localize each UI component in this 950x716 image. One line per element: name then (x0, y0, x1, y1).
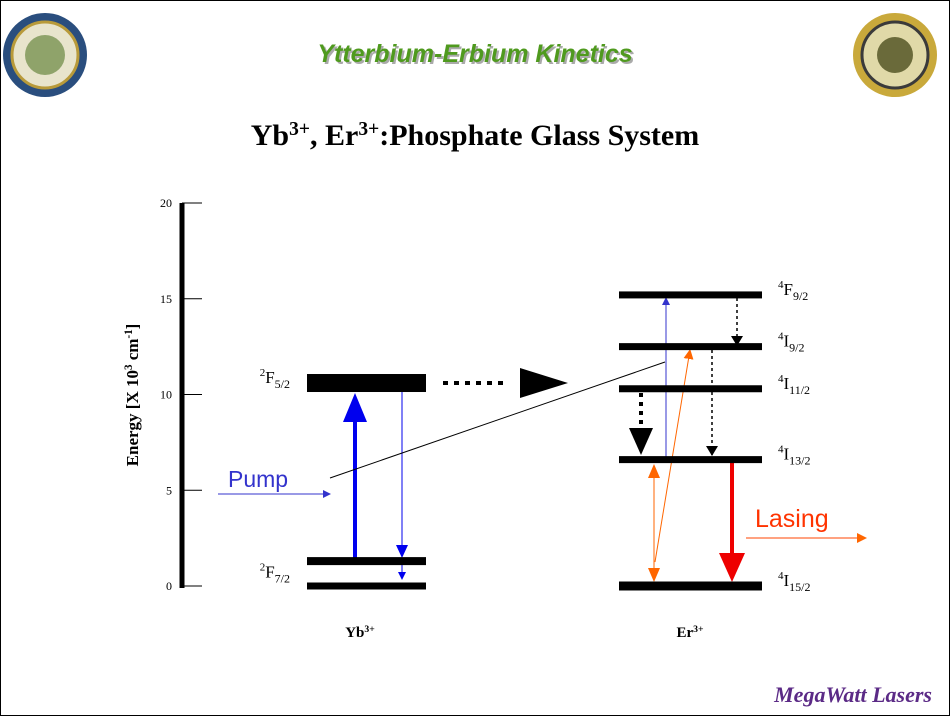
tick-label: 0 (166, 579, 172, 593)
level-symbol: I (784, 445, 790, 464)
energy-level (307, 582, 426, 590)
level-label: 4I15/2 (778, 570, 811, 594)
superscript: 4 (778, 570, 784, 582)
subscript: 7/2 (275, 572, 290, 586)
superscript: 4 (778, 279, 784, 291)
tick-label: 10 (160, 388, 172, 402)
level-symbol: I (784, 374, 790, 393)
superscript: 4 (778, 444, 784, 456)
level-label: 2F5/2 (260, 367, 290, 391)
level-label: 4I11/2 (778, 373, 810, 397)
energy-level (619, 581, 762, 591)
level-label: 4I9/2 (778, 331, 805, 355)
level-label: 4I13/2 (778, 444, 811, 468)
subscript: 5/2 (275, 377, 290, 391)
tick-label: 20 (160, 196, 172, 210)
superscript: 3+ (364, 624, 375, 635)
subtitle: Yb3+, Er3+:Phosphate Glass System (251, 119, 699, 153)
lasing-label: Lasing (755, 505, 829, 533)
text-run: Energy [X 10 (123, 370, 142, 466)
tick-label: 15 (160, 292, 172, 306)
superscript: -1 (123, 329, 135, 338)
ion-label: Yb3+ (345, 624, 375, 642)
logo-right (853, 13, 937, 97)
text-run: ] (123, 324, 142, 330)
tick-label: 5 (166, 483, 172, 497)
superscript: 4 (778, 331, 784, 343)
superscript: 3+ (693, 624, 704, 635)
text-run: :Phosphate Glass System (379, 119, 699, 152)
energy-level (619, 456, 762, 464)
superscript: 3 (123, 364, 135, 370)
energy-level (619, 291, 762, 299)
subscript: 15/2 (789, 580, 810, 594)
level-symbol: F (784, 280, 793, 299)
energy-level (619, 343, 762, 351)
text-run: Er (676, 625, 693, 641)
text-run: , Er (310, 119, 358, 152)
logo-left (3, 13, 87, 97)
ion-label: Er3+ (676, 624, 704, 642)
superscript: 3+ (358, 119, 379, 140)
subscript: 9/2 (789, 341, 804, 355)
superscript: 2 (260, 367, 266, 379)
footer: MegaWatt Lasers (773, 682, 932, 707)
subscript: 9/2 (793, 289, 808, 303)
superscript: 3+ (289, 119, 310, 140)
pump-label: Pump (228, 466, 288, 492)
level-label: 4F9/2 (778, 279, 808, 303)
superscript: 2 (260, 562, 266, 574)
level-symbol: F (265, 563, 274, 582)
energy-level (619, 385, 762, 393)
axis-label: Energy [X 103 cm-1] (123, 324, 142, 467)
level-symbol: I (784, 571, 790, 590)
subscript: 13/2 (789, 454, 810, 468)
subscript: 11/2 (789, 383, 810, 397)
energy-level (307, 557, 426, 566)
level-symbol: F (265, 368, 274, 387)
text-run: Yb (251, 119, 289, 152)
level-symbol: I (784, 332, 790, 351)
text-run: Yb (345, 625, 364, 641)
level-label: 2F7/2 (260, 562, 290, 586)
title-shadow: Ytterbium-Erbium Kinetics (319, 42, 634, 70)
superscript: 4 (778, 373, 784, 385)
energy-level (307, 374, 426, 393)
title: Ytterbium-Erbium Kinetics (317, 40, 632, 68)
text-run: cm (123, 339, 142, 365)
